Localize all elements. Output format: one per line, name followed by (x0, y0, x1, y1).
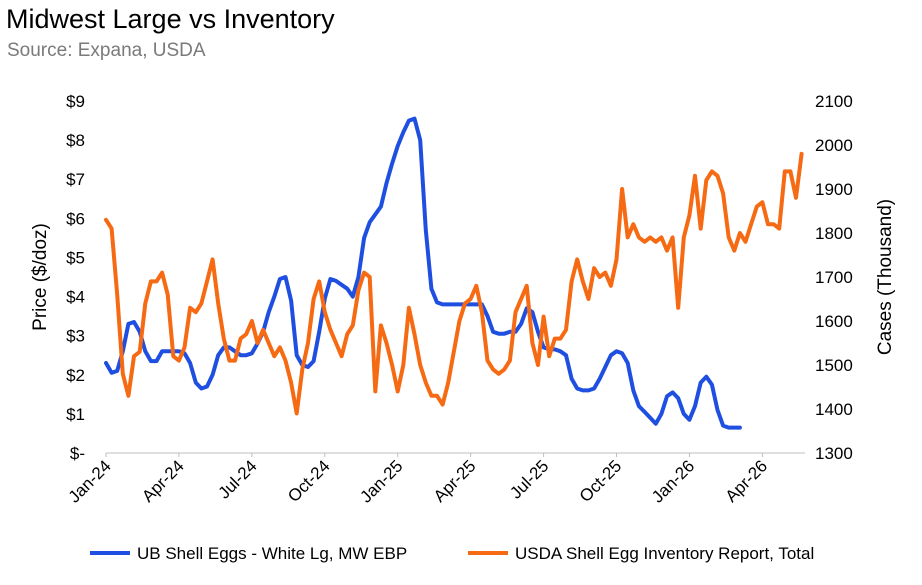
y-left-tick-label: $6 (66, 209, 85, 228)
x-tick-label: Jan-24 (65, 456, 115, 506)
y-right-axis-title: Cases (Thousand) (875, 199, 896, 355)
chart-subtitle: Source: Expana, USDA (7, 40, 206, 61)
y-left-tick-label: $1 (66, 405, 85, 424)
series-line-1 (104, 116, 742, 430)
y-right-tick-label: 1500 (815, 356, 853, 375)
y-right-tick-label: 1900 (815, 180, 853, 199)
x-tick-label: Jan-26 (648, 456, 698, 506)
x-tick-label: Jul-25 (506, 456, 552, 502)
x-tick-label: Apr-26 (722, 456, 772, 506)
y-right-tick-label: 1300 (815, 444, 853, 463)
x-tick-label: Jul-24 (215, 456, 261, 502)
y-right-tick-label: 2000 (815, 136, 853, 155)
y-right-tick-label: 1700 (815, 268, 853, 287)
y-left-tick-label: $2 (66, 366, 85, 385)
y-right-tick-label: 2100 (815, 92, 853, 111)
y-left-tick-label: $4 (66, 288, 85, 307)
legend-label-1: UB Shell Eggs - White Lg, MW EBP (137, 544, 407, 563)
x-tick-label: Apr-24 (138, 456, 188, 506)
y-left-axis-title: Price ($/doz) (30, 223, 51, 331)
legend-label-2: USDA Shell Egg Inventory Report, Total (515, 544, 814, 563)
x-tick-label: Apr-25 (430, 456, 480, 506)
series-line-2 (104, 151, 804, 416)
y-left-tick-label: $9 (66, 92, 85, 111)
y-right-tick-label: 1400 (815, 400, 853, 419)
y-left-tick-label: $7 (66, 170, 85, 189)
y-right-tick-label: 1600 (815, 312, 853, 331)
chart-title: Midwest Large vs Inventory (6, 4, 335, 34)
x-tick-label: Jan-25 (356, 456, 406, 506)
x-tick-label: Oct-25 (576, 456, 626, 506)
y-left-tick-label: $8 (66, 131, 85, 150)
y-left-tick-label: $- (70, 444, 85, 463)
y-left-tick-label: $5 (66, 248, 85, 267)
x-tick-label: Oct-24 (284, 456, 334, 506)
y-left-tick-label: $3 (66, 327, 85, 346)
y-right-tick-label: 1800 (815, 224, 853, 243)
